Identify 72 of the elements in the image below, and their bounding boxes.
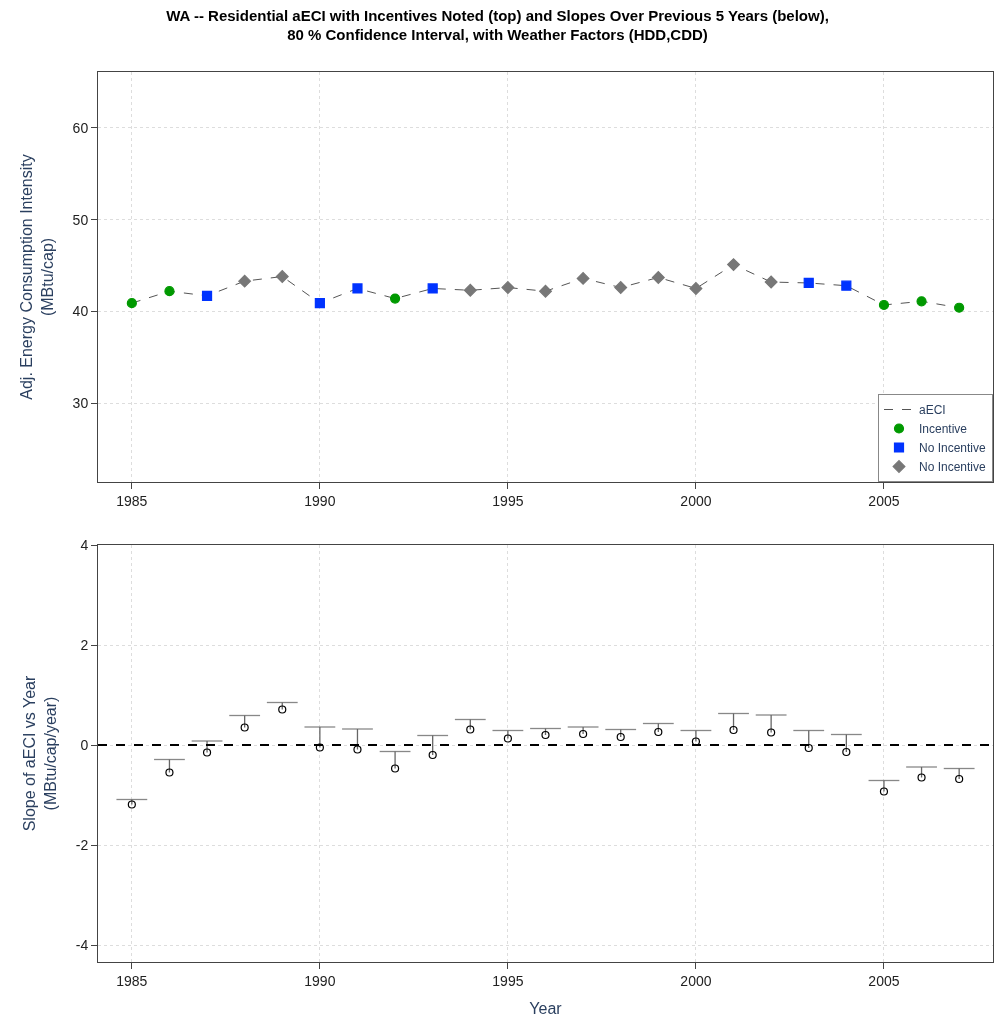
point bbox=[238, 274, 252, 288]
point bbox=[916, 296, 927, 307]
point bbox=[541, 730, 550, 740]
y-tick-label: -2 bbox=[75, 836, 89, 853]
legend-label: aECI bbox=[919, 403, 946, 418]
point bbox=[165, 768, 174, 777]
chart-title: WA -- Residential aECI with Incentives Noted (top) and Slopes Over Previous 5 Years (below), 80 % Confidence Interval, with Weather Factors (HDD,CDD) bbox=[166, 6, 829, 44]
y-axis-title: Adj. Energy Consumption Intensity (MBtu/cap) bbox=[17, 154, 56, 400]
point bbox=[576, 271, 590, 285]
y-tick-label: 50 bbox=[72, 211, 89, 228]
x-tick-label: 2000 bbox=[680, 972, 712, 989]
point bbox=[804, 743, 813, 753]
point bbox=[767, 728, 776, 737]
point bbox=[127, 800, 136, 809]
point bbox=[202, 748, 212, 757]
point bbox=[879, 787, 889, 796]
y-tick-label: 30 bbox=[72, 395, 89, 412]
point bbox=[278, 705, 287, 714]
x-tick-label: 1990 bbox=[304, 972, 336, 989]
point bbox=[275, 270, 289, 283]
y-axis-title: Slope of aECI vs Year (MBtu/cap/year) bbox=[20, 675, 59, 832]
legend-label: No Incentive bbox=[919, 441, 987, 456]
point bbox=[539, 284, 552, 298]
point bbox=[201, 290, 213, 301]
point bbox=[954, 302, 965, 313]
point bbox=[917, 773, 926, 782]
point bbox=[353, 745, 362, 754]
point bbox=[389, 293, 401, 304]
y-tick-label: 0 bbox=[80, 736, 89, 753]
point bbox=[427, 283, 438, 294]
point bbox=[164, 286, 175, 297]
point bbox=[689, 282, 703, 295]
point bbox=[466, 725, 475, 734]
point bbox=[616, 732, 625, 742]
y-tick-label: -4 bbox=[75, 936, 89, 953]
y-tick-label: 40 bbox=[72, 303, 89, 320]
point bbox=[654, 727, 663, 737]
y-tick-label: 60 bbox=[72, 119, 89, 136]
legend-label: Incentive bbox=[919, 422, 968, 437]
point bbox=[727, 258, 740, 272]
x-tick-label: 1990 bbox=[304, 492, 336, 509]
point bbox=[803, 277, 814, 289]
x-tick-label: 2005 bbox=[868, 972, 900, 989]
x-tick-label: 1985 bbox=[116, 972, 148, 989]
point bbox=[315, 743, 324, 752]
y-tick-label: 4 bbox=[80, 536, 89, 553]
x-tick-label: 2005 bbox=[868, 492, 900, 509]
point bbox=[878, 299, 890, 311]
point bbox=[390, 764, 400, 773]
y-tick-label: 2 bbox=[80, 636, 89, 653]
point bbox=[729, 725, 738, 735]
point bbox=[651, 271, 665, 284]
x-tick-label: 1985 bbox=[116, 492, 148, 509]
x-axis-title: Year bbox=[529, 1000, 563, 1018]
point bbox=[501, 281, 515, 294]
point bbox=[126, 298, 137, 309]
point bbox=[352, 283, 363, 294]
legend-label: No Incentive bbox=[919, 460, 987, 475]
point bbox=[428, 750, 437, 760]
point bbox=[579, 729, 588, 739]
point bbox=[764, 275, 778, 289]
point bbox=[842, 747, 851, 757]
x-tick-label: 2000 bbox=[680, 492, 712, 509]
point bbox=[841, 280, 852, 291]
point bbox=[314, 298, 325, 309]
x-tick-label: 1995 bbox=[492, 492, 524, 509]
point bbox=[503, 734, 512, 743]
point bbox=[614, 281, 628, 294]
point bbox=[240, 723, 249, 732]
point bbox=[463, 283, 477, 297]
x-tick-label: 1995 bbox=[492, 972, 524, 989]
point bbox=[955, 774, 964, 784]
